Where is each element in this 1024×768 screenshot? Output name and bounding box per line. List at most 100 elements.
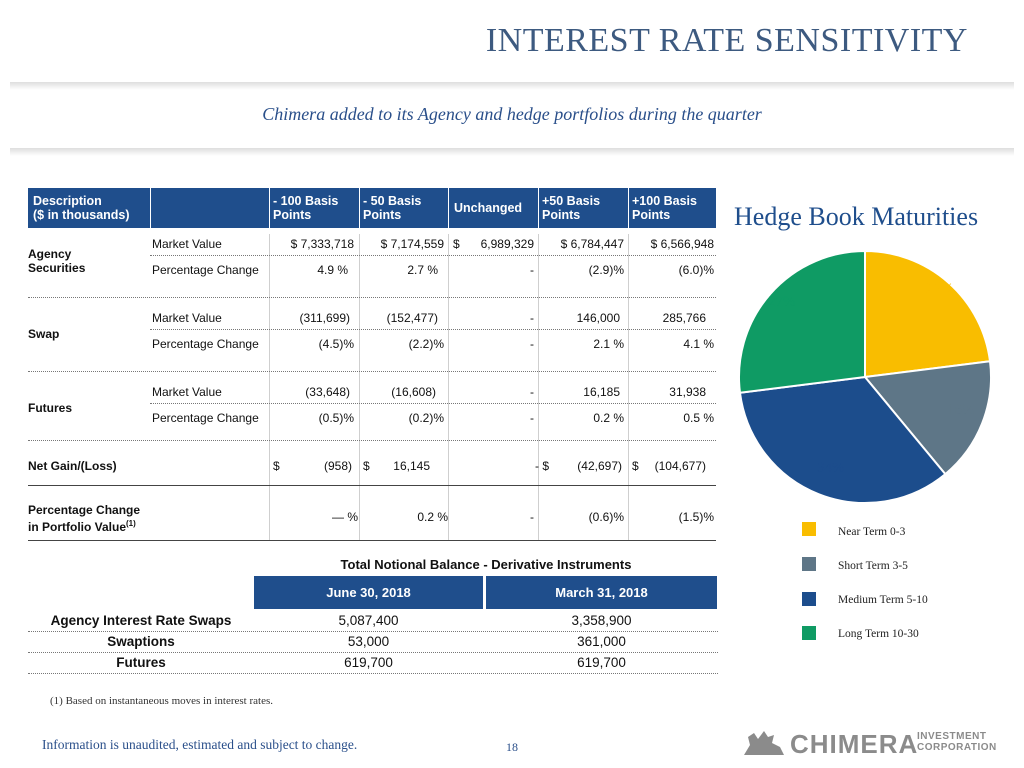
swap-mv-minus-50: (152,477)	[386, 311, 438, 325]
row-separator	[150, 329, 716, 330]
agency-mv-plus-50: $ 6,784,447	[560, 237, 624, 251]
page-number: 18	[506, 740, 518, 754]
futures-pct-change-label: Percentage Change	[152, 411, 259, 425]
row-separator	[28, 371, 716, 372]
net-gain-plus-100: (104,677)	[654, 459, 706, 473]
agency-pc-unchanged: -	[530, 263, 534, 277]
legend-swatch-near-term	[802, 522, 816, 536]
row-separator	[28, 652, 718, 653]
pie-slice-short-term	[863, 360, 992, 476]
legend-swatch-short-term	[802, 557, 816, 571]
pie-slice-long-term	[738, 249, 866, 394]
disclaimer: Information is unaudited, estimated and …	[42, 737, 358, 752]
agency-market-value-label: Market Value	[152, 237, 222, 251]
row-label-swap: Swap	[28, 327, 60, 341]
agency-pct-change-label: Percentage Change	[152, 263, 259, 277]
swap-mv-minus-100: (311,699)	[299, 311, 350, 325]
pct-portfolio-plus-50: (0.6)%	[588, 510, 624, 524]
swap-pc-plus-100: 4.1 %	[683, 337, 714, 351]
agency-mv-unchanged: 6,989,329	[480, 237, 534, 251]
logo-subline-1: INVESTMENT	[917, 731, 987, 742]
notional-row-label: Futures	[116, 655, 166, 670]
agency-mv-plus-100: $ 6,566,948	[650, 237, 714, 251]
pie-label-long-term: 27%	[768, 294, 796, 310]
swap-pct-change-label: Percentage Change	[152, 337, 259, 351]
agency-pc-plus-50: (2.9)%	[588, 263, 624, 277]
header-divider	[628, 188, 629, 228]
swap-market-value-label: Market Value	[152, 311, 222, 325]
futures-pc-unchanged: -	[530, 411, 534, 425]
row-label-agency-securities: Agency Securities	[28, 247, 86, 275]
agency-mv-minus-100: $ 7,333,718	[290, 237, 354, 251]
notional-row-value: 361,000	[577, 634, 626, 649]
notional-row-label: Agency Interest Rate Swaps	[50, 613, 232, 628]
row-label-futures: Futures	[28, 401, 73, 415]
notional-col-march: March 31, 2018	[486, 576, 717, 609]
futures-mv-plus-50: 16,185	[583, 385, 620, 399]
notional-table-title: Total Notional Balance - Derivative Inst…	[340, 557, 632, 572]
notional-row-value: 53,000	[347, 634, 390, 649]
swap-mv-plus-100: 285,766	[662, 311, 706, 325]
pie-label-near-term: 23%	[926, 281, 954, 297]
agency-mv-minus-50: $ 7,174,559	[380, 237, 444, 251]
futures-market-value-label: Market Value	[152, 385, 222, 399]
header-divider	[538, 188, 539, 228]
net-gain-unchanged: - $	[534, 459, 549, 473]
pie-slice-near-term	[864, 249, 992, 379]
footnote: (1) Based on instantaneous moves in inte…	[50, 695, 274, 707]
chart-title: Hedge Book Maturities	[734, 202, 979, 231]
column-divider	[269, 234, 270, 540]
column-divider	[359, 234, 360, 540]
logo-wordmark: CHIMERA	[790, 729, 919, 759]
row-separator	[28, 631, 718, 632]
legend-label-medium-term: Medium Term 5-10	[838, 594, 928, 606]
page-subtitle: Chimera added to its Agency and hedge po…	[262, 104, 762, 124]
net-gain-dollar-1: $	[273, 459, 280, 473]
swap-mv-plus-50: 146,000	[576, 311, 620, 325]
header-divider	[150, 188, 151, 228]
logo-subline-2: CORPORATION	[917, 742, 997, 753]
futures-pc-plus-50: 0.2 %	[593, 411, 624, 425]
notional-row-value: 619,700	[577, 655, 626, 670]
swap-pc-plus-50: 2.1 %	[593, 337, 624, 351]
swap-pc-unchanged: -	[530, 337, 534, 351]
sensitivity-table-header	[28, 188, 716, 228]
swap-pc-minus-100: (4.5)%	[318, 337, 354, 351]
header-minus-50: - 50 Basis Points	[363, 194, 422, 222]
swap-pc-minus-50: (2.2)%	[408, 337, 444, 351]
pct-portfolio-plus-100: (1.5)%	[678, 510, 714, 524]
pie-label-short-term: 16%	[947, 402, 975, 418]
legend-swatch-long-term	[802, 626, 816, 640]
pie-label-medium-term: 34%	[817, 460, 845, 476]
futures-mv-minus-50: (16,608)	[391, 385, 436, 399]
row-label-pct-portfolio: Percentage Change in Portfolio Value(1)	[28, 503, 141, 534]
row-separator	[28, 673, 718, 674]
net-gain-dollar-2: $	[363, 459, 370, 473]
header-divider	[269, 188, 270, 228]
notional-col-june: June 30, 2018	[254, 576, 483, 609]
row-separator	[28, 297, 716, 298]
row-separator	[28, 440, 716, 441]
swap-mv-unchanged: -	[530, 311, 534, 325]
pct-portfolio-minus-50: 0.2 %	[417, 510, 448, 524]
title-divider	[10, 82, 1014, 90]
futures-mv-plus-100: 31,938	[669, 385, 706, 399]
agency-pc-minus-100: 4.9 %	[317, 263, 348, 277]
net-gain-dollar-4: $	[632, 459, 639, 473]
header-description: Description ($ in thousands)	[33, 194, 130, 222]
page-title: INTEREST RATE SENSITIVITY	[485, 22, 968, 59]
net-gain-plus-50: (42,697)	[577, 459, 622, 473]
column-divider	[448, 234, 449, 540]
row-label-net-gain: Net Gain/(Loss)	[28, 459, 117, 473]
notional-row-value: 3,358,900	[571, 613, 632, 628]
agency-pc-minus-50: 2.7 %	[407, 263, 438, 277]
header-plus-50: +50 Basis Points	[542, 194, 601, 222]
header-divider	[448, 188, 449, 228]
griffin-logo-icon	[744, 731, 784, 755]
subtitle-divider	[10, 148, 1014, 156]
legend-label-near-term: Near Term 0-3	[838, 526, 906, 538]
futures-mv-unchanged: -	[530, 385, 534, 399]
row-separator	[28, 485, 716, 486]
futures-pc-minus-100: (0.5)%	[318, 411, 354, 425]
header-divider	[359, 188, 360, 228]
